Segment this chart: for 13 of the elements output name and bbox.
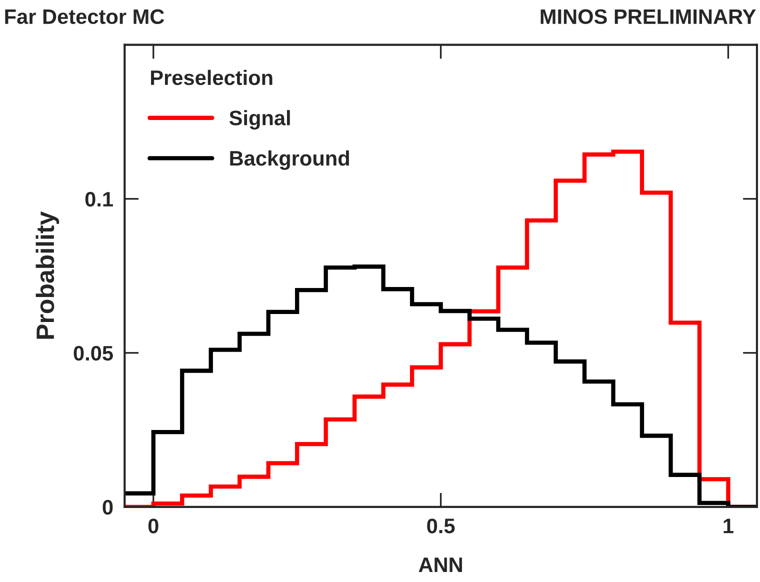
y-tick-label: 0.05 bbox=[74, 346, 113, 361]
legend-label: Signal bbox=[229, 110, 290, 130]
x-tick-label: 1 bbox=[724, 518, 734, 534]
x-tick-label: 0 bbox=[148, 518, 158, 534]
y-axis-title: Probability bbox=[36, 211, 60, 339]
y-tick-label: 0.1 bbox=[85, 192, 113, 207]
text: Far Detector MC bbox=[5, 9, 164, 24]
x-tick-label: 0.5 bbox=[427, 518, 455, 534]
text: MINOS PRELIMINARY bbox=[540, 9, 756, 24]
legend-title: Preselection bbox=[151, 70, 272, 86]
legend-label: Background bbox=[230, 150, 349, 170]
x-axis-title: ANN bbox=[418, 558, 462, 572]
y-tick-label: 0 bbox=[102, 500, 113, 515]
